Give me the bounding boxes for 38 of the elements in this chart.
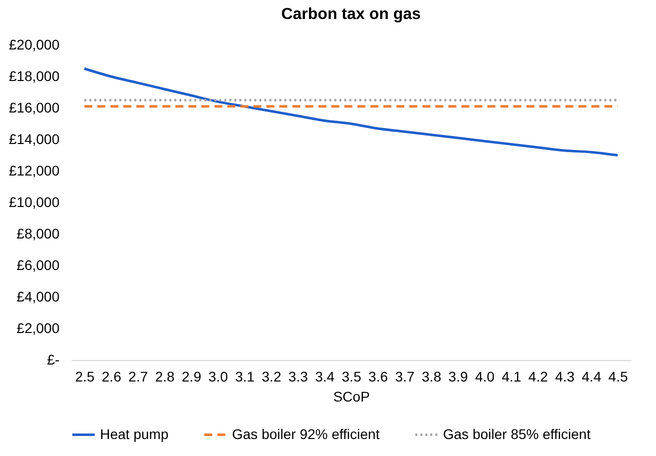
x-tick-label: 4.1 [502,368,522,384]
y-tick-label: £- [47,352,60,368]
y-tick-label: £20,000 [8,36,60,52]
x-tick-label: 2.9 [182,368,202,384]
y-tick-label: £8,000 [16,226,60,242]
legend-label: Gas boiler 92% efficient [232,426,380,442]
x-tick-label: 4.0 [475,368,495,384]
x-tick-label: 4.5 [608,368,628,384]
y-tick-label: £4,000 [16,288,60,304]
y-tick-label: £18,000 [8,68,60,84]
x-tick-label: 3.3 [288,368,308,384]
x-tick-label: 3.6 [368,368,388,384]
y-tick-label: £12,000 [8,162,60,178]
y-tick-label: £6,000 [16,257,60,273]
legend-label: Gas boiler 85% efficient [443,426,591,442]
y-tick-label: £10,000 [8,194,60,210]
x-tick-label: 2.6 [102,368,122,384]
x-tick-label: 3.4 [315,368,335,384]
x-tick-label: 3.9 [448,368,468,384]
x-axis-title: SCoP [333,388,370,404]
y-tick-label: £2,000 [16,320,60,336]
x-tick-label: 2.7 [128,368,148,384]
x-tick-label: 3.7 [395,368,415,384]
x-tick-label: 3.2 [262,368,282,384]
x-tick-label: 2.5 [75,368,95,384]
line-series [83,67,619,156]
x-tick-label: 3.0 [208,368,228,384]
x-tick-label: 3.5 [342,368,362,384]
y-tick-label: £16,000 [8,100,60,116]
x-tick-label: 2.8 [155,368,175,384]
x-tick-label: 4.2 [528,368,548,384]
legend-label: Heat pump [100,426,169,442]
x-tick-label: 4.3 [555,368,575,384]
x-tick-label: 3.8 [422,368,442,384]
x-tick-label: 4.4 [582,368,602,384]
x-tick-label: 3.1 [235,368,255,384]
y-tick-label: £14,000 [8,131,60,147]
chart-title: Carbon tax on gas [281,6,421,23]
